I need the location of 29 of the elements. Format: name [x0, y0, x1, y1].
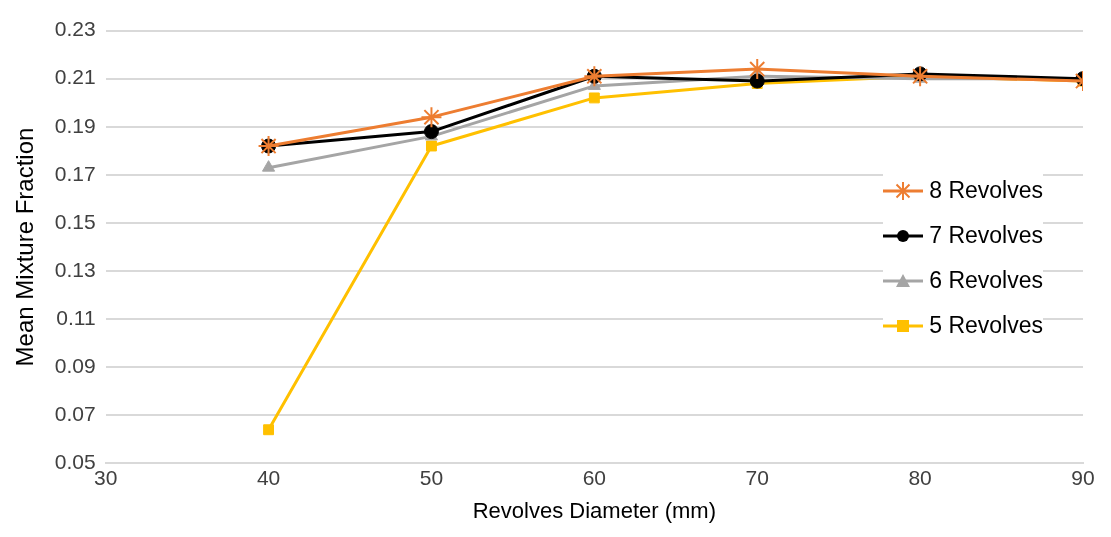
point	[262, 160, 276, 172]
x-axis-title: Revolves Diameter (mm)	[472, 497, 716, 523]
x-tick-label: 70	[745, 465, 769, 489]
point	[263, 424, 275, 436]
legend-label: 7 Revolves	[929, 222, 1043, 249]
y-tick-label: 0.21	[54, 65, 96, 89]
point	[426, 140, 437, 152]
y-tick-label: 0.07	[54, 402, 96, 426]
y-tick-label: 0.13	[54, 257, 96, 281]
x-tick-label: 60	[582, 465, 607, 489]
legend-label: 5 Revolves	[929, 312, 1043, 339]
y-tick-label: 0.19	[54, 113, 96, 137]
point	[749, 73, 765, 89]
y-tick-label: 0.11	[56, 305, 96, 329]
x-tick-label: 40	[256, 465, 281, 489]
point	[423, 124, 439, 140]
point	[420, 106, 443, 129]
point	[588, 92, 600, 104]
x-tick-label: 50	[419, 465, 444, 489]
y-tick-label: 0.09	[54, 354, 96, 378]
y-tick-label: 0.05	[54, 450, 96, 474]
x-tick-label: 90	[1071, 465, 1095, 489]
y-tick-label: 0.17	[54, 161, 96, 185]
y-tick-label: 0.15	[54, 209, 96, 233]
x-tick-label: 80	[908, 465, 932, 489]
legend-label: 8 Revolves	[929, 177, 1043, 204]
legend-label: 6 Revolves	[929, 267, 1043, 294]
y-axis-title: Mean Mixture Fraction	[11, 127, 39, 367]
y-tick-label: 0.23	[54, 17, 96, 41]
